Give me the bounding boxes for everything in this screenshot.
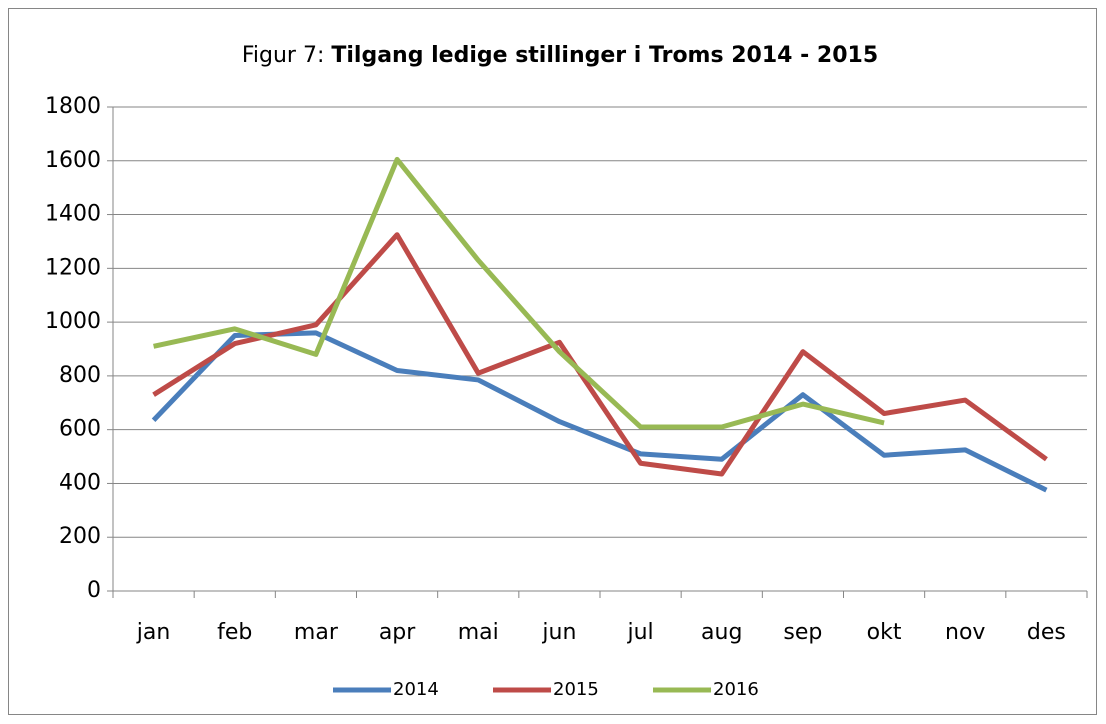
x-tick-label: mar — [294, 620, 339, 645]
y-tick-label: 1800 — [45, 94, 101, 119]
y-tick-label: 200 — [59, 524, 101, 549]
y-tick-label: 600 — [59, 417, 101, 442]
chart-frame — [8, 8, 1097, 715]
x-tick-label: jun — [541, 620, 576, 645]
x-tick-label: aug — [701, 620, 742, 645]
y-tick-label: 1200 — [45, 255, 101, 280]
x-tick-label: des — [1027, 620, 1066, 645]
x-tick-label: jan — [136, 620, 171, 645]
x-tick-label: apr — [379, 620, 416, 645]
y-tick-label: 1600 — [45, 148, 101, 173]
x-tick-label: nov — [945, 620, 985, 645]
y-tick-label: 1400 — [45, 202, 101, 227]
y-tick-label: 0 — [87, 578, 101, 603]
x-tick-label: feb — [217, 620, 252, 645]
x-tick-label: mai — [458, 620, 499, 645]
y-tick-label: 1000 — [45, 309, 101, 334]
series-line — [153, 156, 885, 430]
x-tick-label: sep — [783, 620, 822, 645]
y-tick-label: 400 — [59, 470, 101, 495]
chart-title: Figur 7: Tilgang ledige stillinger i Tro… — [242, 43, 878, 68]
legend-label: 2014 — [393, 679, 439, 700]
series-line — [152, 232, 1048, 477]
x-tick-label: jul — [626, 620, 653, 645]
legend-label: 2016 — [713, 679, 759, 700]
title-prefix: Figur 7: — [242, 43, 325, 68]
legend-label: 2015 — [553, 679, 599, 700]
series-line — [151, 330, 1048, 493]
x-tick-label: okt — [867, 620, 902, 645]
y-tick-label: 800 — [59, 363, 101, 388]
title-main: Tilgang ledige stillinger i Troms 2014 -… — [331, 43, 878, 68]
